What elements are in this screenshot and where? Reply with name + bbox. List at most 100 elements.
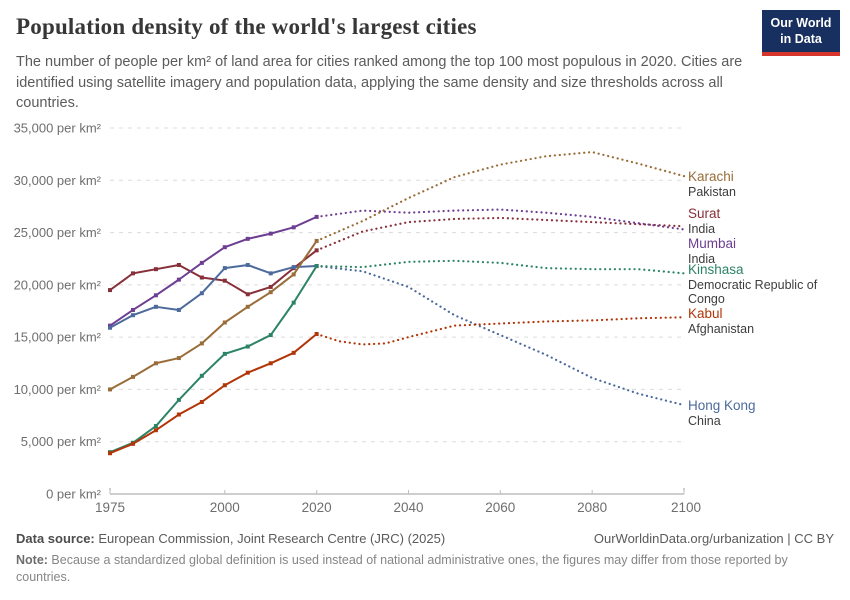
data-point-marker bbox=[153, 428, 158, 433]
series-country-label: Afghanistan bbox=[688, 322, 755, 337]
data-point-marker bbox=[291, 300, 296, 305]
x-axis-tick-label: 2100 bbox=[671, 500, 701, 515]
data-point-marker bbox=[222, 383, 227, 388]
data-point-marker bbox=[245, 370, 250, 375]
note-text: Because a standardized global definition… bbox=[16, 553, 788, 584]
y-axis-tick-label: 25,000 per km² bbox=[14, 225, 102, 240]
series-line-projection-karachi[interactable] bbox=[315, 150, 686, 243]
x-axis-tick-label: 2020 bbox=[302, 500, 332, 515]
data-point-marker bbox=[199, 341, 204, 346]
data-point-marker bbox=[268, 333, 273, 338]
data-point-marker bbox=[222, 351, 227, 356]
series-name-label[interactable]: Hong Kong bbox=[688, 398, 756, 413]
series-label-surat: Surat India bbox=[688, 206, 840, 236]
data-point-marker bbox=[199, 291, 204, 296]
data-point-marker bbox=[108, 323, 112, 328]
data-point-marker bbox=[176, 397, 181, 402]
data-point-marker bbox=[245, 262, 250, 267]
data-point-marker bbox=[245, 304, 250, 309]
series-label-kinshasa: Kinshasa Democratic Republic of Congo bbox=[688, 262, 840, 307]
data-point-marker bbox=[268, 290, 273, 295]
series-line-projection-hong-kong[interactable] bbox=[315, 264, 686, 407]
series-country-label: India bbox=[688, 222, 716, 237]
series-name-label[interactable]: Mumbai bbox=[688, 236, 737, 251]
series-line-history-kinshasa[interactable] bbox=[109, 265, 318, 454]
data-point-marker bbox=[222, 266, 227, 271]
series-label-karachi: Karachi Pakistan bbox=[688, 169, 840, 199]
data-point-marker bbox=[130, 271, 135, 276]
series-label-kabul: Kabul Afghanistan bbox=[688, 306, 840, 336]
y-axis-tick-label: 10,000 per km² bbox=[14, 382, 102, 397]
data-point-marker bbox=[153, 293, 158, 298]
data-point-marker bbox=[153, 267, 158, 272]
data-point-marker bbox=[199, 275, 204, 280]
data-point-marker bbox=[199, 260, 204, 265]
data-point-marker bbox=[291, 350, 296, 355]
series-country-label: Pakistan bbox=[688, 185, 736, 200]
series-line-history-karachi[interactable] bbox=[109, 240, 318, 391]
series-line-history-mumbai[interactable] bbox=[109, 215, 318, 327]
series-country-label: India bbox=[688, 252, 716, 267]
data-point-marker bbox=[153, 361, 158, 366]
owid-logo[interactable]: Our World in Data bbox=[762, 10, 840, 57]
x-axis-tick-label: 2060 bbox=[485, 500, 515, 515]
data-point-marker bbox=[176, 307, 181, 312]
y-axis-tick-label: 0 per km² bbox=[46, 487, 102, 502]
data-point-marker bbox=[153, 424, 158, 429]
data-point-marker bbox=[153, 304, 158, 309]
owid-cc-link[interactable]: OurWorldinData.org/urbanization | CC BY bbox=[593, 531, 834, 546]
data-point-marker bbox=[268, 361, 273, 366]
note-label: Note: bbox=[16, 553, 48, 567]
series-country-label: Democratic Republic of Congo bbox=[688, 278, 818, 307]
data-point-marker bbox=[199, 373, 204, 378]
footer-note: Note: Because a standardized global defi… bbox=[16, 552, 834, 586]
series-name-label[interactable]: Karachi bbox=[688, 169, 734, 184]
y-axis-tick-label: 30,000 per km² bbox=[14, 173, 102, 188]
y-axis-tick-label: 35,000 per km² bbox=[14, 121, 102, 136]
data-point-marker bbox=[108, 451, 112, 456]
data-point-marker bbox=[291, 225, 296, 230]
data-point-marker bbox=[291, 265, 296, 270]
data-point-marker bbox=[291, 272, 296, 277]
data-source-text: European Commission, Joint Research Cent… bbox=[94, 531, 446, 546]
data-point-marker bbox=[222, 278, 227, 283]
series-name-label[interactable]: Kabul bbox=[688, 306, 723, 321]
data-point-marker bbox=[130, 313, 135, 318]
data-point-marker bbox=[130, 307, 135, 312]
x-axis-tick-label: 1975 bbox=[95, 500, 125, 515]
chart-canvas: 0 per km² 5,000 per km² 10,000 per km² 15,0… bbox=[14, 121, 701, 516]
chart-subtitle: The number of people per km² of land are… bbox=[16, 54, 743, 112]
data-point-marker bbox=[268, 231, 273, 236]
series-line-history-surat[interactable] bbox=[109, 249, 318, 296]
owid-logo-line1: Our World bbox=[770, 16, 832, 30]
data-point-marker bbox=[222, 245, 227, 250]
data-point-marker bbox=[108, 288, 112, 293]
data-source-line: Data source: European Commission, Joint … bbox=[16, 531, 445, 546]
x-axis-tick-label: 2000 bbox=[210, 500, 240, 515]
data-point-marker bbox=[108, 387, 112, 392]
chart-area: 0 per km² 5,000 per km² 10,000 per km² 15,0… bbox=[0, 105, 850, 530]
y-axis-tick-label: 20,000 per km² bbox=[14, 277, 102, 292]
page-title: Population density of the world's larges… bbox=[16, 14, 477, 39]
data-point-marker bbox=[176, 412, 181, 417]
series-line-projection-mumbai[interactable] bbox=[315, 208, 686, 231]
series-name-label[interactable]: Surat bbox=[688, 206, 721, 221]
data-point-marker bbox=[268, 271, 273, 276]
series-country-label: China bbox=[688, 414, 721, 429]
data-point-marker bbox=[245, 292, 250, 297]
data-point-marker bbox=[108, 325, 112, 330]
x-axis-tick-label: 2040 bbox=[393, 500, 423, 515]
data-point-marker bbox=[268, 284, 273, 289]
series-line-projection-kabul[interactable] bbox=[315, 316, 686, 346]
x-axis-tick-label: 2080 bbox=[577, 500, 607, 515]
series-line-history-kabul[interactable] bbox=[109, 333, 318, 455]
series-line-history-hong-kong[interactable] bbox=[109, 263, 317, 329]
data-point-marker bbox=[176, 262, 181, 267]
data-point-marker bbox=[130, 374, 135, 379]
footer: Data source: European Commission, Joint … bbox=[16, 531, 834, 586]
series-label-hong-kong: Hong Kong China bbox=[688, 398, 840, 428]
data-point-marker bbox=[176, 356, 181, 361]
series-name-label[interactable]: Kinshasa bbox=[688, 262, 744, 277]
data-source-label: Data source: bbox=[16, 531, 95, 546]
series-line-projection-kinshasa[interactable] bbox=[315, 259, 686, 275]
